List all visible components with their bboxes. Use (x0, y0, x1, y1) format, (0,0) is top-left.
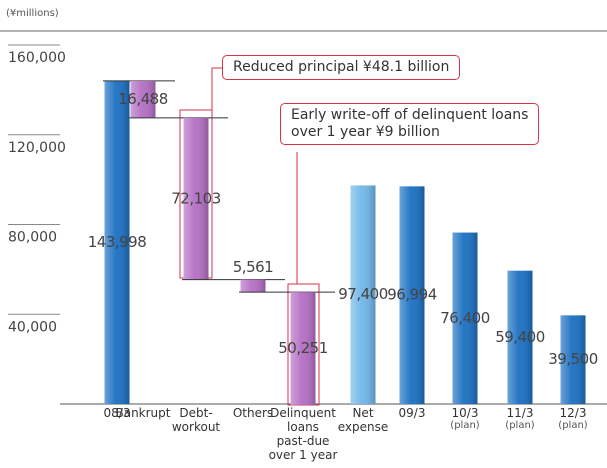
value-label: 5,561 (233, 258, 273, 276)
x-tick-label: Net expense (337, 406, 389, 434)
x-tick-label: 09/3 (398, 406, 426, 420)
value-label: 39,500 (548, 350, 598, 368)
value-label: 96,994 (387, 286, 437, 304)
bar-shine (350, 185, 376, 404)
y-tick-label: 80,000 (8, 230, 57, 246)
bar-shine (183, 117, 209, 280)
annotation: Reduced principal ¥48.1 billion (222, 55, 461, 80)
bar-shine (399, 186, 425, 404)
bar-shine (290, 292, 316, 405)
value-label: 59,400 (495, 328, 545, 346)
unit-label: (¥millions) (6, 8, 59, 19)
callout-line (211, 67, 222, 110)
highlight-box (287, 283, 320, 406)
category-note: (plan) (558, 420, 588, 431)
bar-shine (130, 80, 156, 118)
x-tick-label: Delinquent loans past-due over 1 year (268, 406, 338, 462)
x-tick-label: 10/3 (plan) (430, 406, 500, 431)
value-label: 97,400 (338, 285, 388, 303)
bar-shine (240, 279, 266, 293)
x-tick-label: Bankrupt (115, 406, 171, 420)
y-tick-label: 160,000 (8, 50, 66, 66)
x-tick-label: Others (232, 406, 274, 420)
value-label: 16,488 (118, 90, 168, 108)
value-label: 143,998 (88, 233, 147, 251)
bar-shine (104, 80, 130, 405)
bar-shine (560, 315, 586, 404)
x-tick-label: 12/3 (plan) (538, 406, 607, 431)
x-tick-label: Debt- workout (171, 406, 221, 434)
y-tick-label: 120,000 (8, 140, 66, 156)
bar-shine (507, 270, 533, 404)
annotation: Early write-off of delinquent loans over… (280, 103, 540, 145)
category-note: (plan) (505, 420, 535, 431)
y-tick-label: 40,000 (8, 319, 57, 335)
bar-shine (452, 232, 478, 404)
category-note: (plan) (450, 420, 480, 431)
value-label: 50,251 (278, 339, 328, 357)
value-label: 76,400 (440, 309, 490, 327)
value-label: 72,103 (171, 189, 221, 207)
x-tick-label: 11/3 (plan) (485, 406, 555, 431)
x-tick-label: 08/3 (103, 406, 131, 420)
